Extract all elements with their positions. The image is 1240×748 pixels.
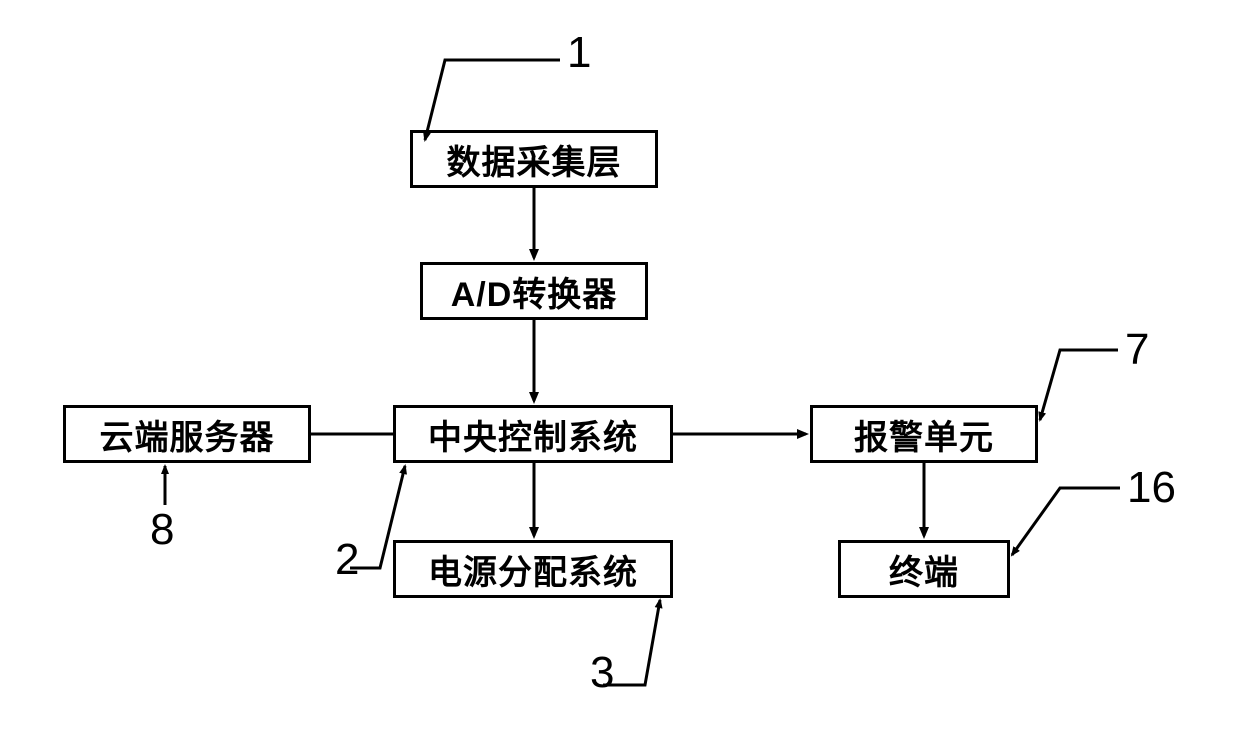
connector-layer — [0, 0, 1240, 748]
label-8: 8 — [150, 505, 174, 555]
pointer-16 — [1012, 488, 1120, 555]
label-7: 7 — [1125, 325, 1149, 375]
node-cloud-server: 云端服务器 — [63, 405, 311, 463]
pointer-7 — [1040, 350, 1118, 420]
pointer-1 — [425, 60, 560, 140]
node-terminal: 终端 — [838, 540, 1010, 598]
node-power-dist: 电源分配系统 — [393, 540, 673, 598]
label-1: 1 — [567, 28, 591, 78]
node-data-layer: 数据采集层 — [410, 130, 658, 188]
node-alarm-unit: 报警单元 — [810, 405, 1038, 463]
node-ad-converter: A/D转换器 — [420, 262, 648, 320]
label-2: 2 — [335, 535, 359, 585]
node-central-ctrl: 中央控制系统 — [393, 405, 673, 463]
label-3: 3 — [590, 648, 614, 698]
label-16: 16 — [1127, 463, 1176, 513]
